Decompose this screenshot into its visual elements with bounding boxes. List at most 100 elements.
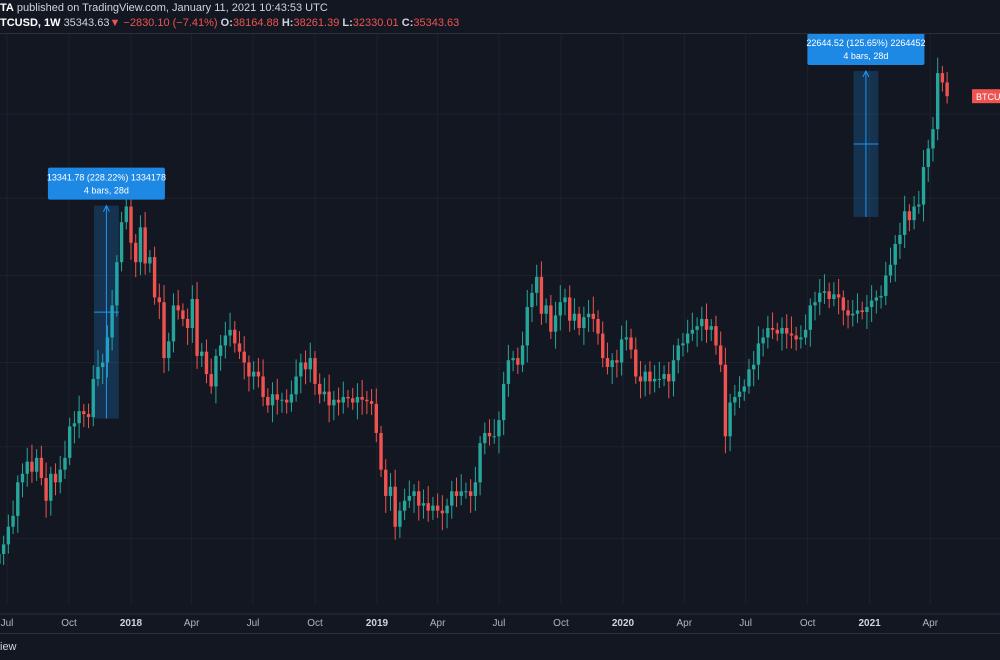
x-tick-label: 2019 xyxy=(366,618,389,629)
candle xyxy=(247,355,251,392)
candle-body xyxy=(851,313,855,316)
candle-body xyxy=(143,227,147,264)
candle xyxy=(615,349,619,378)
candle-body xyxy=(417,491,421,506)
candle-body xyxy=(341,396,345,403)
candle-body xyxy=(148,257,152,264)
candle xyxy=(667,361,671,399)
candle-body xyxy=(520,345,525,365)
candle xyxy=(303,350,308,385)
candle-body xyxy=(167,341,171,359)
candle xyxy=(553,301,558,349)
candle-body xyxy=(303,362,308,370)
publisher-name: TA xyxy=(0,2,14,14)
candle-body xyxy=(695,326,699,330)
candle-body xyxy=(398,510,402,527)
candle-body xyxy=(940,73,945,83)
candle xyxy=(841,290,846,326)
candle xyxy=(134,234,138,278)
open-label: O: xyxy=(220,17,233,29)
candle xyxy=(803,314,808,345)
candle xyxy=(365,390,369,415)
candle xyxy=(464,482,468,499)
candle xyxy=(718,331,723,373)
candle xyxy=(256,357,261,388)
candle-body xyxy=(615,360,619,363)
candle-body xyxy=(926,148,930,168)
candle-body xyxy=(902,211,907,235)
footer-label: iew xyxy=(0,641,17,653)
measure-tool[interactable]: 22644.52 (125.65%) 2264452 4 bars, 28d xyxy=(806,34,925,217)
candle-body xyxy=(115,262,119,306)
candle xyxy=(728,393,732,452)
measure-sub-text: 4 bars, 28d xyxy=(84,186,129,196)
x-tick-label: Oct xyxy=(553,618,569,629)
candle-body xyxy=(718,345,723,365)
measure-label-box xyxy=(807,34,925,66)
chart-header: TA published on TradingView.com, January… xyxy=(0,0,1000,33)
candle-body xyxy=(860,310,864,313)
candle xyxy=(44,462,48,518)
candle xyxy=(898,222,902,259)
candle xyxy=(275,378,279,415)
candle xyxy=(884,261,888,306)
candle xyxy=(770,312,775,340)
candle-body xyxy=(549,305,553,332)
candle-body xyxy=(605,358,610,368)
candle xyxy=(110,289,114,351)
candle-body xyxy=(464,491,468,493)
measure-tool[interactable]: 13341.78 (228.22%) 1334178 4 bars, 28d xyxy=(47,167,166,419)
candle-body xyxy=(86,414,91,418)
candle xyxy=(695,317,699,347)
candle-body xyxy=(261,376,265,397)
candle xyxy=(299,353,303,394)
candle-body xyxy=(233,329,237,344)
candle-body xyxy=(77,411,81,424)
candle-body xyxy=(181,310,185,319)
candle xyxy=(96,349,100,387)
x-axis: Jul Oct 2018 Apr Jul Oct 2019 Apr Jul Oct 2020 Apr J… xyxy=(0,613,1000,629)
candle-body xyxy=(119,222,124,263)
candle xyxy=(398,501,402,538)
candle xyxy=(16,475,20,533)
candle xyxy=(940,66,945,92)
symbol-label[interactable]: TCUSD, 1W xyxy=(0,17,61,29)
candle xyxy=(261,359,265,407)
candle xyxy=(317,373,322,404)
candle-body xyxy=(105,337,110,363)
candle-body xyxy=(454,491,459,496)
publish-line: TA published on TradingView.com, January… xyxy=(0,2,328,14)
candle-body xyxy=(100,362,105,368)
candle-body xyxy=(346,396,350,399)
candle-body xyxy=(237,343,242,352)
low-label: L: xyxy=(342,17,353,29)
candle xyxy=(426,486,430,522)
candle xyxy=(185,308,190,345)
candle-body xyxy=(492,436,496,438)
candle xyxy=(251,361,256,390)
chart-footer: iew xyxy=(0,633,1000,660)
candle-body xyxy=(516,358,520,365)
candle-body xyxy=(586,313,591,318)
candle xyxy=(681,332,685,357)
candle xyxy=(218,334,223,371)
x-tick-label: Apr xyxy=(430,618,446,629)
candle xyxy=(412,484,416,513)
candle-body xyxy=(412,491,416,496)
candle-body xyxy=(6,526,11,545)
candle-body xyxy=(110,305,114,338)
candle xyxy=(832,282,836,307)
candle xyxy=(549,294,553,340)
candle-body xyxy=(544,305,548,314)
candle-body xyxy=(487,432,492,437)
candle-body xyxy=(912,206,916,221)
candle-body xyxy=(204,351,209,375)
candle xyxy=(355,383,360,420)
candle xyxy=(912,196,916,230)
candle-body xyxy=(53,473,58,483)
candle-body xyxy=(733,396,737,403)
candle xyxy=(195,281,199,369)
candle xyxy=(459,474,463,506)
low-value: 32330.01 xyxy=(352,17,399,29)
